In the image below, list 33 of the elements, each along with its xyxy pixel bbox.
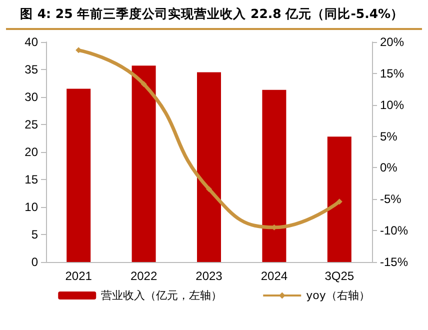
y2-tick-label: 5% [380, 129, 398, 144]
point [206, 186, 212, 192]
y2-tick-label: 10% [380, 98, 404, 112]
bar [327, 136, 352, 262]
x-tick-label: 3Q25 [324, 269, 354, 283]
y-tick-label: 20 [24, 145, 38, 159]
y2-tick-label: -10% [380, 224, 408, 238]
y-tick-label: 35 [24, 62, 38, 76]
y-tick-label: 10 [24, 200, 38, 214]
bar [197, 72, 221, 262]
point [140, 81, 147, 88]
y-tick-label: 15 [24, 172, 38, 186]
y-tick-label: 30 [24, 90, 38, 104]
x-tick-label: 2022 [130, 269, 158, 283]
legend-label: 营业收入（亿元，左轴） [101, 289, 222, 302]
point [336, 198, 342, 205]
y2-tick-label: 15% [380, 66, 404, 80]
y-tick-label: 25 [24, 118, 38, 132]
y2-tick-label: 20% [380, 35, 404, 49]
bar [66, 88, 91, 262]
x-tick-label: 2021 [65, 269, 92, 283]
y2-tick-label: -5% [380, 192, 402, 206]
chart-title: 图 4: 25 年前三季度公司实现营业收入 22.8 亿元（同比-5.4%） [6, 0, 422, 30]
x-tick-label: 2024 [260, 269, 288, 283]
bar [132, 66, 156, 262]
x-tick-label: 2023 [196, 269, 223, 283]
y-tick-label: 40 [24, 35, 38, 49]
y-tick-label: 0 [31, 255, 38, 269]
bar [262, 90, 286, 262]
y-tick-label: 5 [31, 228, 38, 242]
y2-tick-label: -15% [380, 255, 408, 269]
y2-tick-label: 0% [380, 160, 398, 175]
legend-label: yoy（右轴） [306, 289, 370, 302]
